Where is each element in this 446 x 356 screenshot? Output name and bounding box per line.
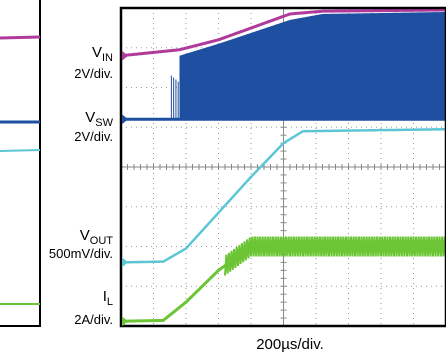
marker-vin: [122, 50, 128, 61]
series-vin: [120, 8, 446, 58]
plot-frame: [119, 6, 446, 328]
marker-il: [122, 316, 128, 327]
plot-area: [119, 6, 446, 328]
series-vout: [120, 127, 446, 264]
channel-labels: VIN 2V/div. VSW 2V/div. VOUT 500mV/div. …: [49, 44, 114, 327]
channel-markers: [122, 50, 128, 327]
x-axis-label: 200µs/div.: [256, 336, 324, 353]
label-vsw: VSW: [85, 109, 113, 129]
marker-vsw: [122, 114, 128, 125]
scale-vout: 500mV/div.: [49, 246, 113, 261]
scale-vsw: 2V/div.: [74, 129, 113, 144]
left-cropped-panel: [0, 0, 41, 327]
scale-vin: 2V/div.: [74, 66, 113, 81]
series-il-ripple: [224, 236, 446, 276]
traces: [120, 8, 446, 323]
label-il: IL: [103, 288, 113, 308]
label-vin: VIN: [92, 44, 113, 64]
marker-vout: [122, 257, 128, 268]
label-vout: VOUT: [80, 227, 114, 247]
series-vsw-switching-band: [179, 11, 446, 120]
scale-il: 2A/div.: [74, 312, 113, 327]
